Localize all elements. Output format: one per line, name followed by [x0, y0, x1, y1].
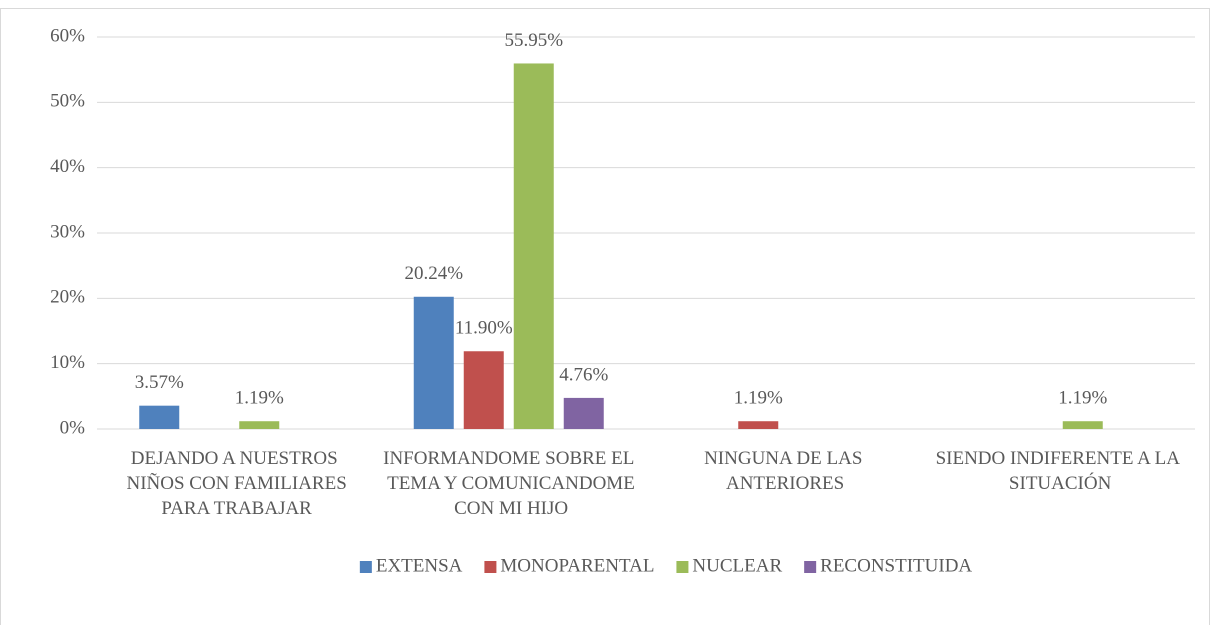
bar [413, 296, 454, 429]
data-label: 1.19% [734, 388, 783, 409]
legend-label: MONOPARENTAL [500, 555, 654, 576]
y-tick-label: 40% [50, 156, 85, 177]
data-label: 3.57% [135, 372, 184, 393]
x-tick-label: NINGUNA DE LAS ANTERIORES [704, 448, 862, 494]
y-tick-label: 0% [60, 417, 86, 438]
bar [463, 351, 504, 429]
bar [239, 421, 280, 429]
chart-frame [0, 8, 1210, 625]
data-label: 4.76% [559, 364, 608, 385]
legend-label: NUCLEAR [692, 555, 782, 576]
bar [139, 405, 180, 429]
y-tick-label: 50% [50, 91, 85, 112]
bar [738, 421, 779, 429]
legend: EXTENSA MONOPARENTAL NUCLEAR RECONSTITUIDA [359, 555, 972, 576]
data-label: 1.19% [235, 388, 284, 409]
bar [513, 63, 554, 430]
x-tick-label: SIENDO INDIFERENTE A LA SITUACIÓN [936, 448, 1181, 494]
data-label: 20.24% [404, 263, 463, 284]
legend-swatch [359, 561, 372, 573]
x-tick-label: DEJANDO A NUESTROS NIÑOS CON FAMILIARES … [122, 448, 347, 519]
y-tick-label: 10% [50, 352, 85, 373]
y-tick-label: 60% [50, 25, 85, 46]
data-label: 1.19% [1058, 388, 1107, 409]
legend-swatch [676, 561, 689, 573]
legend-swatch [484, 561, 497, 573]
y-tick-label: 20% [50, 287, 85, 308]
legend-swatch [804, 561, 817, 573]
legend-label: EXTENSA [376, 555, 463, 576]
data-label: 11.90% [455, 318, 513, 339]
data-label: 55.95% [504, 30, 563, 51]
bar [1062, 421, 1103, 429]
legend-label: RECONSTITUIDA [820, 555, 972, 576]
x-tick-label: INFORMANDOME SOBRE EL TEMA Y COMUNICANDO… [383, 448, 635, 519]
bar [563, 397, 604, 429]
y-tick-label: 30% [50, 221, 85, 242]
